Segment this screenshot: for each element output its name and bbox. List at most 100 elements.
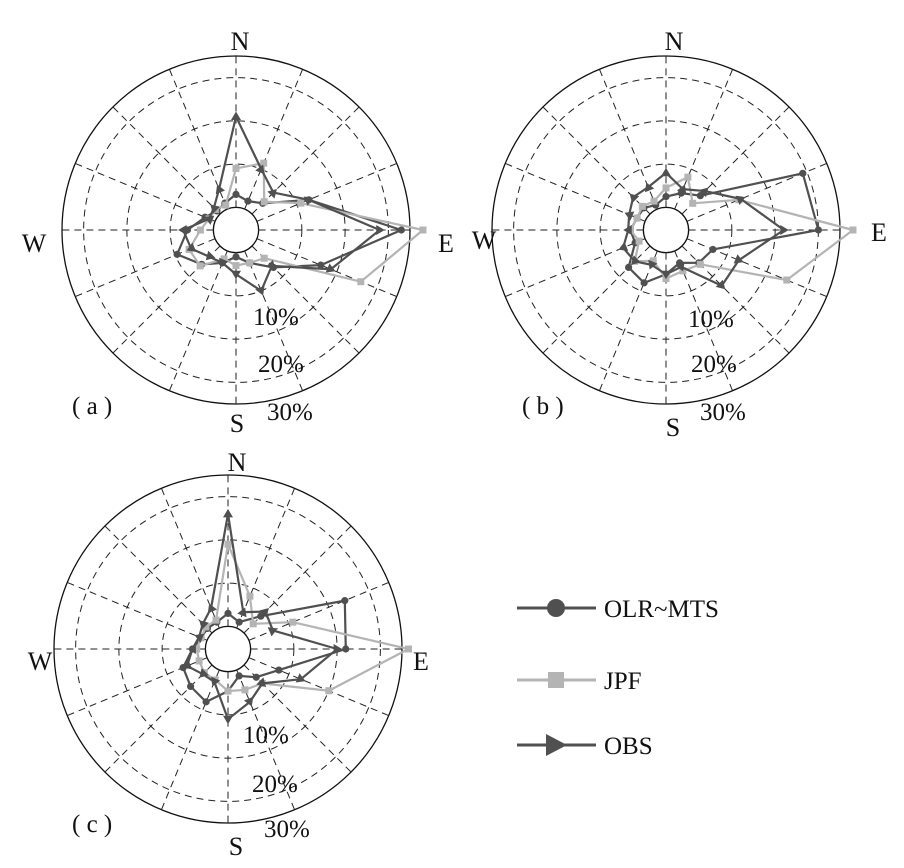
spoke-nw [112, 106, 221, 215]
data-point-jpf-s [224, 687, 232, 695]
data-point-jpf-ne [249, 620, 257, 628]
data-point-jpf-nnw [212, 616, 220, 624]
data-point-obs-ene [267, 627, 278, 637]
centre-ring [212, 206, 260, 254]
legend-label-jpf: JPF [604, 668, 642, 695]
data-point-obs-w [187, 644, 196, 654]
data-point-obs-e [376, 225, 385, 235]
data-point-olr-mts-sw [186, 682, 195, 691]
data-point-jpf-nw [638, 202, 646, 210]
data-point-jpf-n [232, 164, 240, 172]
outer-ring [491, 55, 841, 405]
radial-tick-label-20: 20% [252, 771, 298, 798]
data-point-obs-ne [259, 608, 269, 618]
spoke-ese [256, 238, 397, 298]
data-point-olr-mts-n [662, 192, 670, 201]
data-point-obs-sse [255, 285, 265, 296]
data-point-jpf-nne [684, 173, 692, 181]
data-point-olr-mts-ene [341, 597, 349, 605]
spoke-wnw [505, 162, 646, 222]
panel-label-c: ( c ) [72, 811, 112, 838]
spoke-sse [244, 250, 304, 391]
data-point-olr-mts-ese [709, 245, 717, 254]
data-point-jpf-sw [196, 262, 204, 270]
grid-ring [169, 163, 303, 297]
panel-label-b: ( b ) [522, 393, 564, 420]
data-point-olr-mts-ssw [640, 279, 648, 287]
data-point-obs-nw [210, 204, 220, 214]
compass-west-label: W [28, 647, 53, 676]
data-point-obs-e [333, 644, 343, 654]
data-point-obs-ne [267, 189, 277, 199]
compass-west-label: W [472, 226, 497, 255]
radial-tick-label-20: 20% [691, 351, 737, 378]
legend-item-olr-mts: OLR~MTS [517, 596, 719, 623]
compass-north-label: N [665, 27, 684, 56]
radial-tick-label-30: 30% [264, 816, 310, 843]
compass-east-label: E [413, 647, 429, 676]
compass-south-label: S [229, 832, 243, 861]
polar-panel-a: N E S W 10% 20% 30% ( a ) [22, 27, 454, 438]
legend-marker-olr-mts [547, 599, 565, 617]
data-point-jpf-s [232, 262, 240, 270]
data-point-jpf-ene [289, 618, 297, 626]
data-point-jpf-nne [246, 592, 254, 600]
data-point-obs-s [661, 270, 671, 280]
data-point-obs-ese [733, 254, 744, 264]
radial-tick-label-30: 30% [700, 399, 746, 426]
data-point-obs-nne [237, 607, 247, 618]
data-point-obs-se [715, 279, 726, 290]
data-point-obs-ese [295, 673, 306, 683]
data-point-olr-mts-sw [624, 263, 633, 272]
data-point-olr-mts-ese [317, 261, 325, 269]
data-point-jpf-sse [246, 259, 254, 267]
outer-ring [61, 55, 411, 405]
data-point-obs-sw [205, 250, 216, 261]
data-point-obs-wnw [194, 633, 205, 643]
data-point-obs-nne [255, 164, 265, 175]
data-point-jpf-se [696, 260, 704, 268]
data-point-obs-ene [303, 196, 314, 206]
compass-north-label: N [228, 448, 247, 477]
spoke-ssw [168, 250, 228, 391]
data-point-obs-wnw [624, 211, 635, 221]
data-point-jpf-nnw [222, 201, 230, 209]
series-layer [173, 111, 427, 296]
data-point-jpf-ssw [220, 255, 228, 263]
data-point-jpf-ne [260, 198, 268, 206]
panel-label-a: ( a ) [72, 393, 112, 420]
spoke-ne [251, 106, 360, 215]
grid-ring [161, 582, 295, 716]
compass-west-label: W [22, 229, 47, 258]
polar-panel-b: N E S W 10% 20% 30% ( b ) [472, 27, 887, 442]
data-point-olr-mts-sse [235, 672, 243, 680]
data-point-obs-nw [199, 620, 209, 630]
data-point-jpf-n [224, 540, 232, 548]
data-point-obs-sw [199, 668, 209, 678]
data-point-obs-w [623, 225, 632, 235]
centre-ring [204, 625, 252, 673]
data-point-obs-ese [325, 263, 336, 273]
legend-item-obs: OBS [517, 733, 653, 760]
data-point-obs-sse [675, 261, 685, 272]
grid-ring [75, 496, 381, 802]
data-point-jpf-se [260, 254, 268, 262]
spoke-nw [104, 525, 213, 634]
data-point-obs-ne [698, 187, 709, 198]
data-point-olr-mts-nne [244, 197, 252, 205]
data-point-olr-mts-wsw [173, 250, 181, 258]
data-point-obs-se [265, 259, 276, 270]
data-point-obs-n [231, 111, 241, 121]
data-point-jpf-ne [689, 199, 697, 207]
data-point-obs-n [223, 508, 233, 518]
data-point-obs-sw [631, 255, 641, 265]
legend-marker-obs [546, 734, 567, 756]
data-point-jpf-ese [325, 687, 333, 695]
data-point-obs-n [661, 167, 671, 177]
data-point-jpf-ese [357, 278, 365, 286]
compass-south-label: S [666, 413, 680, 442]
data-point-jpf-e [849, 226, 857, 234]
data-point-olr-mts-e [342, 645, 350, 653]
data-point-obs-ssw [211, 676, 221, 687]
compass-east-label: E [871, 218, 887, 247]
